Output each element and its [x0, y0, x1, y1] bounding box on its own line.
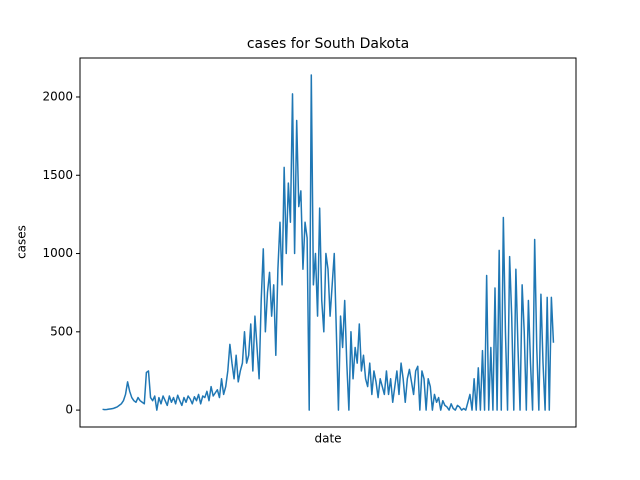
y-tick-label: 1000 — [42, 246, 73, 260]
y-tick-label: 1500 — [42, 168, 73, 182]
y-tick-label: 500 — [50, 324, 73, 338]
chart-title: cases for South Dakota — [247, 36, 409, 52]
data-line — [102, 74, 555, 411]
x-axis-label: date — [314, 432, 341, 446]
y-axis-label: cases — [15, 225, 29, 259]
y-tick-label: 2000 — [42, 89, 73, 103]
axes-frame — [79, 57, 577, 428]
y-tick-label: 0 — [65, 403, 73, 417]
